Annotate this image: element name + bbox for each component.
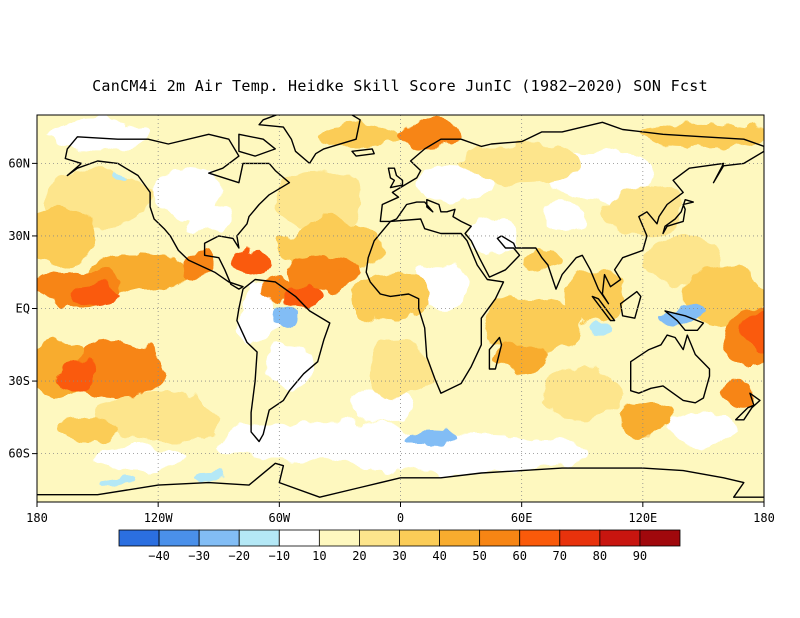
colorbar-swatch xyxy=(439,529,481,547)
coastline-uk xyxy=(387,167,404,189)
colorbar-swatch xyxy=(278,529,320,547)
lon-tick-label: 180 xyxy=(753,511,775,525)
coastline-new-zealand xyxy=(735,392,761,421)
colorbar-swatch xyxy=(519,529,561,547)
coastline-japan xyxy=(662,198,694,235)
colorbar-label: 50 xyxy=(472,549,486,563)
field-region xyxy=(370,339,431,398)
field-region xyxy=(521,245,563,275)
colorbar-swatch xyxy=(599,529,641,547)
colorbar-swatch xyxy=(238,529,280,547)
lon-tick-label: 180 xyxy=(26,511,48,525)
field-region xyxy=(87,446,189,471)
field-region xyxy=(184,202,233,232)
field-region xyxy=(47,119,149,149)
lat-tick-label: 30N xyxy=(8,229,30,243)
coastline-africa xyxy=(365,218,505,394)
colorbar: −40 −30 −20 −10 10 20 30 40 50 60 70 80 90 xyxy=(118,529,681,563)
field-region xyxy=(73,286,122,307)
field-region xyxy=(463,216,520,256)
field-region xyxy=(57,417,118,442)
field-region xyxy=(321,274,346,294)
colorbar-label: −30 xyxy=(188,549,210,563)
field-region xyxy=(497,342,546,372)
lat-tick-label: 30S xyxy=(8,374,30,388)
coastline-new-guinea xyxy=(664,310,705,331)
colorbar-label: −10 xyxy=(268,549,290,563)
coastline-greenland xyxy=(258,115,361,165)
coastline-south-america xyxy=(236,278,331,443)
lat-tick-label: 60N xyxy=(8,156,30,170)
field-region xyxy=(727,381,752,406)
coastline-iceland xyxy=(351,148,375,157)
field-region xyxy=(73,339,163,398)
field-region xyxy=(111,170,124,181)
field-region xyxy=(101,477,134,488)
colorbar-swatch xyxy=(318,529,360,547)
field-region xyxy=(228,252,270,278)
colorbar-swatch xyxy=(559,529,601,547)
field-region xyxy=(612,402,674,432)
lat-tick-label: 60S xyxy=(8,447,30,461)
field-region xyxy=(37,206,98,265)
coastline-north-america xyxy=(64,133,291,290)
map-plot-area xyxy=(37,115,764,502)
colorbar-label: 60 xyxy=(512,549,526,563)
field-region xyxy=(541,368,623,418)
colorbar-label: 70 xyxy=(553,549,567,563)
colorbar-swatch xyxy=(158,529,200,547)
colorbar-label: 10 xyxy=(312,549,326,563)
field-region xyxy=(667,414,740,444)
field-region xyxy=(192,472,225,483)
coastline-antarctica xyxy=(37,462,764,498)
lon-tick-label: 0 xyxy=(397,511,404,525)
map-axes: 180 120W 60W 0 60E 120E 180 60N 30N EQ 30S 60S xyxy=(8,156,775,525)
field-region xyxy=(57,361,98,391)
field-region xyxy=(400,119,462,149)
field-region xyxy=(406,429,456,444)
colorbar-swatch xyxy=(198,529,240,547)
field-region xyxy=(481,298,583,357)
colorbar-swatch xyxy=(639,529,681,547)
coastline-australia xyxy=(630,334,711,404)
lon-tick-label: 60E xyxy=(511,511,533,525)
colorbar-label: 90 xyxy=(633,549,647,563)
gridlines xyxy=(37,115,764,502)
colorbar-swatch xyxy=(359,529,400,547)
field-region xyxy=(287,284,320,309)
coastline-eurasia xyxy=(379,121,764,305)
field-region xyxy=(414,163,488,203)
lon-tick-label: 120E xyxy=(628,511,657,525)
field-region xyxy=(541,202,583,232)
colorbar-label: 40 xyxy=(432,549,446,563)
colorbar-swatch xyxy=(118,529,160,547)
colorbar-label: −20 xyxy=(228,549,250,563)
colorbar-swatch xyxy=(479,529,521,547)
coastline-baffin xyxy=(238,133,276,157)
colorbar-label: 80 xyxy=(593,549,607,563)
coastlines xyxy=(37,115,764,498)
lat-tick-label: EQ xyxy=(16,302,30,316)
colorbar-label: 30 xyxy=(392,549,406,563)
colorbar-swatch xyxy=(399,529,440,547)
field-region xyxy=(592,323,613,333)
field-region xyxy=(265,344,314,394)
field-region xyxy=(315,122,405,147)
field-region xyxy=(97,393,219,442)
field-region xyxy=(743,313,764,353)
lon-tick-label: 60W xyxy=(268,511,290,525)
colorbar-label: 20 xyxy=(352,549,366,563)
field-region xyxy=(275,303,296,328)
coastline-sumatra xyxy=(591,295,616,322)
coastline-borneo xyxy=(619,290,642,319)
field-region xyxy=(275,170,365,229)
colorbar-label: −40 xyxy=(148,549,170,563)
map-title: CanCM4i 2m Air Temp. Heidke Skill Score … xyxy=(92,77,708,95)
field-region xyxy=(642,119,764,149)
lon-tick-label: 120W xyxy=(144,511,174,525)
field-region xyxy=(238,284,280,343)
coastline-madagascar xyxy=(488,336,503,370)
